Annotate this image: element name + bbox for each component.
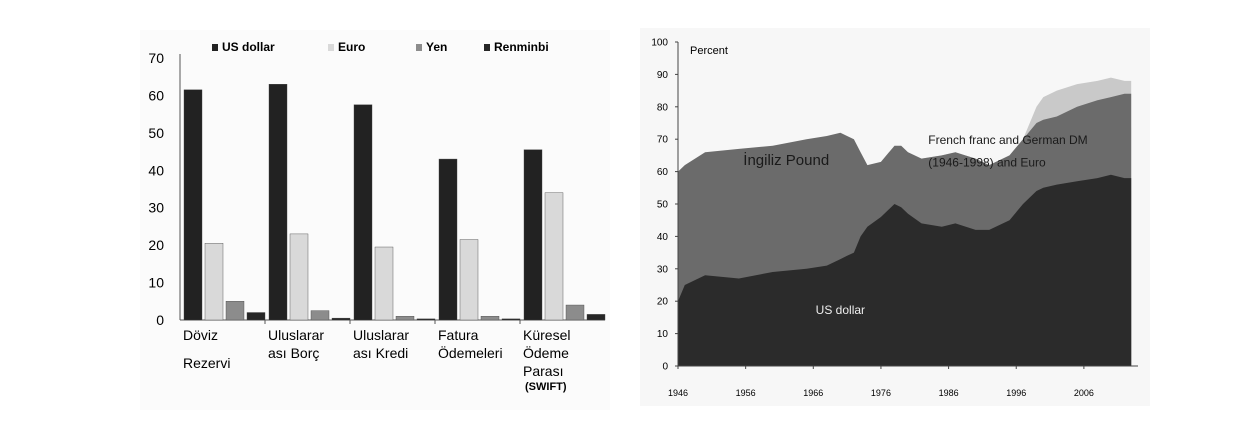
- y-tick-label: 60: [657, 167, 669, 178]
- y-tick-label: 60: [148, 87, 164, 103]
- category-label-0-line-0: Döviz: [183, 327, 218, 343]
- y-tick-label: 0: [662, 362, 668, 373]
- bar-euro-0: [204, 243, 224, 321]
- bar-yen-4: [565, 304, 585, 321]
- bar-renminbi-2: [416, 318, 436, 321]
- category-label-1-line-0: Uluslarar: [268, 327, 324, 343]
- bar-euro-3: [459, 239, 479, 321]
- annotation-i-ngiliz-pound: İngiliz Pound: [743, 151, 829, 169]
- y-tick-label: 50: [148, 125, 164, 141]
- reserve-currency-area-chart: 0 10 20 30 40 50 60 70 80 90 100 1946 1956 1966 1976 19…: [651, 38, 1138, 398]
- y-tick-label: 100: [651, 38, 668, 49]
- bar-euro-4: [544, 192, 564, 321]
- y-tick-label: 20: [657, 297, 669, 308]
- bar-yen-0: [225, 301, 245, 321]
- annotation-1946-1998-and-euro: (1946-1998) and Euro: [928, 156, 1046, 170]
- y-tick-label: 50: [657, 200, 669, 211]
- y-tick-label: 20: [148, 237, 164, 253]
- bar-euro-2: [374, 246, 394, 321]
- bar-euro-1: [289, 233, 309, 321]
- legend-swatch-us-dollar: [212, 44, 218, 51]
- category-label-1-line-1: ası Borç: [268, 345, 319, 361]
- y-tick-label: 90: [657, 70, 669, 81]
- legend-swatch-yen: [416, 44, 422, 51]
- y-tick-label: 10: [657, 329, 669, 340]
- legend-label-renminbi: Renminbi: [494, 40, 549, 54]
- category-label-3-line-1: Ödemeleri: [438, 344, 503, 361]
- left-chart-panel: 0 10 20 30 40 50 60 70 US dollar Euro Yen Renminbi D…: [140, 30, 610, 410]
- y-tick-label: 70: [148, 50, 164, 66]
- category-label-4-line-1: Ödeme: [523, 344, 569, 361]
- x-tick-label: 1966: [803, 388, 823, 398]
- x-tick-label: 1946: [668, 388, 688, 398]
- x-tick-label: 2006: [1074, 388, 1094, 398]
- x-tick-label: 1976: [871, 388, 891, 398]
- y-tick-label: 80: [657, 102, 669, 113]
- x-tick-label: 1986: [939, 388, 959, 398]
- y-tick-label: 30: [148, 200, 164, 216]
- legend-label-us-dollar: US dollar: [222, 40, 275, 54]
- category-label-2-line-1: ası Kredi: [353, 345, 408, 361]
- legend-label-euro: Euro: [338, 40, 365, 54]
- legend-swatch-euro: [328, 44, 334, 51]
- legend-swatch-renminbi: [484, 44, 490, 51]
- bar-renminbi-3: [501, 318, 521, 321]
- bar-us-dollar-0: [183, 89, 203, 321]
- bar-us-dollar-2: [353, 104, 373, 321]
- y-tick-label: 40: [148, 162, 164, 178]
- annotation-french-franc-and-german-dm: French franc and German DM: [928, 133, 1087, 147]
- bar-us-dollar-4: [523, 149, 543, 321]
- right-chart-panel: 0 10 20 30 40 50 60 70 80 90 100 1946 1956 1966 1976 19…: [640, 28, 1150, 406]
- legend: US dollar Euro Yen Renminbi: [212, 40, 549, 54]
- legend-label-yen: Yen: [426, 40, 447, 54]
- bar-yen-2: [395, 316, 415, 321]
- category-sublabel-4: (SWIFT): [525, 381, 567, 393]
- x-tick-label: 1956: [736, 388, 756, 398]
- y-axis-label: Percent: [690, 45, 728, 57]
- bar-us-dollar-3: [438, 158, 458, 321]
- currency-share-bar-chart: 0 10 20 30 40 50 60 70 US dollar Euro Yen Renminbi D…: [148, 40, 606, 393]
- area-us-dollar: [678, 174, 1132, 366]
- y-tick-label: 30: [657, 264, 669, 275]
- bar-yen-1: [310, 310, 330, 321]
- bar-yen-3: [480, 316, 500, 321]
- y-tick-label: 70: [657, 135, 669, 146]
- x-tick-label: 1996: [1006, 388, 1026, 398]
- category-label-3-line-0: Fatura: [438, 327, 479, 343]
- category-label-4-line-2: Parası: [523, 363, 563, 379]
- bar-us-dollar-1: [268, 84, 288, 321]
- y-tick-label: 0: [156, 312, 164, 328]
- y-tick-label: 10: [148, 275, 164, 291]
- bar-renminbi-1: [331, 317, 351, 321]
- category-label-0-line-1: Rezervi: [183, 355, 230, 371]
- y-tick-label: 40: [657, 232, 669, 243]
- category-label-4-line-0: Küresel: [523, 327, 570, 343]
- annotation-us-dollar: US dollar: [816, 303, 865, 317]
- bar-renminbi-4: [586, 314, 606, 321]
- bar-renminbi-0: [246, 312, 266, 321]
- category-label-2-line-0: Uluslarar: [353, 327, 409, 343]
